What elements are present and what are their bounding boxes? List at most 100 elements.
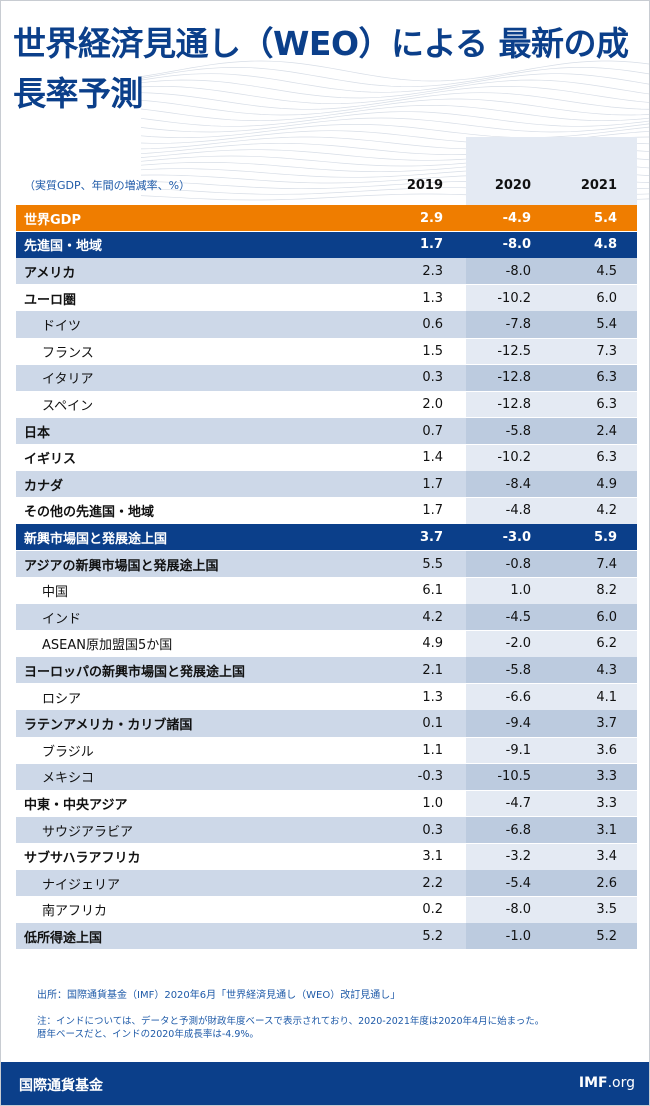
value-2021: 6.3 bbox=[596, 396, 617, 412]
wave-line bbox=[140, 79, 649, 99]
unit-label: （実質GDP、年間の増減率、%） bbox=[24, 179, 191, 192]
wave-line bbox=[140, 92, 649, 110]
row-label: カナダ bbox=[24, 478, 64, 494]
row-separator bbox=[16, 683, 637, 685]
table-row: フランス 1.5 -12.5 7.3 bbox=[16, 338, 637, 365]
table-row: イタリア 0.3 -12.8 6.3 bbox=[16, 364, 637, 392]
table-row: ロシア 1.3 -6.6 4.1 bbox=[16, 684, 637, 711]
row-separator bbox=[16, 443, 637, 445]
value-2020: -3.0 bbox=[502, 529, 531, 545]
wave-line bbox=[140, 104, 649, 122]
value-2021: 6.3 bbox=[596, 450, 617, 466]
row-separator bbox=[16, 736, 637, 738]
value-2020: -12.5 bbox=[497, 343, 531, 359]
row-label: イギリス bbox=[24, 452, 77, 468]
value-2021: 7.4 bbox=[551, 550, 637, 578]
table-row: ヨーロッパの新興市場国と発展途上国 2.1 -5.8 4.3 bbox=[16, 657, 637, 684]
value-2020: -7.8 bbox=[466, 311, 551, 338]
footer-site-suffix: .org bbox=[607, 1075, 635, 1091]
row-label: ナイジェリア bbox=[42, 877, 121, 893]
row-separator bbox=[16, 949, 637, 951]
table-row: イギリス 1.4 -10.2 6.3 bbox=[16, 444, 637, 471]
row-separator bbox=[16, 789, 637, 791]
value-2019: 2.2 bbox=[422, 875, 443, 891]
row-label: ユーロ圏 bbox=[24, 292, 77, 308]
wave-line bbox=[140, 111, 649, 127]
row-label: 低所得途上国 bbox=[24, 930, 103, 946]
footnote: 注：インドについては、データと予測が財政年度ベースで表示されており、2020-2… bbox=[37, 1015, 627, 1041]
value-2019: 2.0 bbox=[422, 396, 443, 412]
value-2019: 1.7 bbox=[422, 476, 443, 492]
value-2021: 2.4 bbox=[551, 417, 637, 445]
value-2021: 3.5 bbox=[596, 902, 617, 918]
value-2019: 3.7 bbox=[419, 529, 443, 545]
value-2020: -2.0 bbox=[505, 636, 531, 652]
table-row: 南アフリカ 0.2 -8.0 3.5 bbox=[16, 897, 637, 924]
value-2019: -0.3 bbox=[417, 769, 443, 785]
value-2019: 1.1 bbox=[422, 742, 443, 758]
row-label: 日本 bbox=[24, 425, 51, 441]
value-2019: 1.5 bbox=[422, 343, 443, 359]
row-label: ヨーロッパの新興市場国と発展途上国 bbox=[24, 664, 246, 680]
footer-site-link[interactable]: IMF.org bbox=[579, 1075, 635, 1091]
value-2021: 4.2 bbox=[596, 503, 617, 519]
value-2019: 3.1 bbox=[422, 849, 443, 865]
value-2019: 1.3 bbox=[422, 689, 443, 705]
value-2019: 1.3 bbox=[422, 290, 443, 306]
value-2020: -4.7 bbox=[505, 795, 531, 811]
value-2021: 4.3 bbox=[551, 657, 637, 684]
value-2021: 6.0 bbox=[596, 290, 617, 306]
table-row: アメリカ 2.3 -8.0 4.5 bbox=[16, 258, 637, 285]
value-2019: 6.1 bbox=[422, 583, 443, 599]
table-row: ナイジェリア 2.2 -5.4 2.6 bbox=[16, 870, 637, 897]
value-2020: -10.2 bbox=[497, 290, 531, 306]
value-2021: 6.0 bbox=[551, 604, 637, 631]
row-label: 中東・中央アジア bbox=[24, 797, 128, 813]
value-2019: 2.1 bbox=[422, 662, 443, 678]
value-2021: 3.6 bbox=[596, 742, 617, 758]
value-2020: -1.0 bbox=[466, 923, 551, 950]
value-2019: 0.6 bbox=[422, 317, 443, 333]
value-2021: 7.3 bbox=[596, 343, 617, 359]
table-row: ユーロ圏 1.3 -10.2 6.0 bbox=[16, 285, 637, 312]
value-2020: -9.1 bbox=[505, 742, 531, 758]
wave-line bbox=[140, 117, 649, 133]
table-row: ASEAN原加盟国5か国 4.9 -2.0 6.2 bbox=[16, 631, 637, 658]
value-2021: 3.7 bbox=[551, 710, 637, 737]
row-label: サブサハラアフリカ bbox=[24, 851, 141, 867]
value-2020: -4.9 bbox=[502, 210, 531, 226]
value-2019: 1.0 bbox=[422, 795, 443, 811]
value-2021: 5.4 bbox=[551, 311, 637, 338]
table-row: スペイン 2.0 -12.8 6.3 bbox=[16, 391, 637, 418]
value-2020: -6.8 bbox=[466, 816, 551, 844]
value-2019: 0.3 bbox=[422, 370, 443, 386]
row-label: その他の先進国・地域 bbox=[24, 505, 155, 521]
value-2019: 0.1 bbox=[422, 716, 443, 732]
column-header-2020: 2020 bbox=[494, 177, 531, 193]
value-2019: 0.7 bbox=[422, 423, 443, 439]
value-2020: -5.8 bbox=[466, 417, 551, 445]
wave-line bbox=[140, 124, 649, 139]
table-row: 先進国・地域 1.7 -8.0 4.8 bbox=[16, 231, 637, 259]
footer-org-name: 国際通貨基金 bbox=[19, 1078, 103, 1094]
row-label: サウジアラビア bbox=[42, 824, 134, 840]
table-row: カナダ 1.7 -8.4 4.9 bbox=[16, 471, 637, 498]
value-2020: -0.8 bbox=[466, 550, 551, 578]
value-2020: -9.4 bbox=[466, 710, 551, 737]
source-text: 出所：国際通貨基金（IMF）2020年6月「世界経済見通し（WEO）改訂見通し」 bbox=[37, 990, 401, 1001]
column-header-2021: 2021 bbox=[580, 177, 617, 193]
row-label: ドイツ bbox=[42, 319, 82, 335]
value-2020: -8.0 bbox=[466, 258, 551, 285]
wave-line bbox=[140, 60, 649, 82]
row-label: イタリア bbox=[42, 372, 94, 388]
row-label: 先進国・地域 bbox=[24, 239, 103, 255]
table-row: インド 4.2 -4.5 6.0 bbox=[16, 604, 637, 631]
row-separator bbox=[16, 896, 637, 898]
value-2019: 1.7 bbox=[422, 503, 443, 519]
row-label: 世界GDP bbox=[24, 212, 81, 228]
value-2019: 2.9 bbox=[419, 210, 443, 226]
value-2021: 5.9 bbox=[593, 529, 617, 545]
value-2020: -4.8 bbox=[505, 503, 531, 519]
value-2019: 5.2 bbox=[422, 928, 443, 944]
value-2020: -12.8 bbox=[497, 396, 531, 412]
